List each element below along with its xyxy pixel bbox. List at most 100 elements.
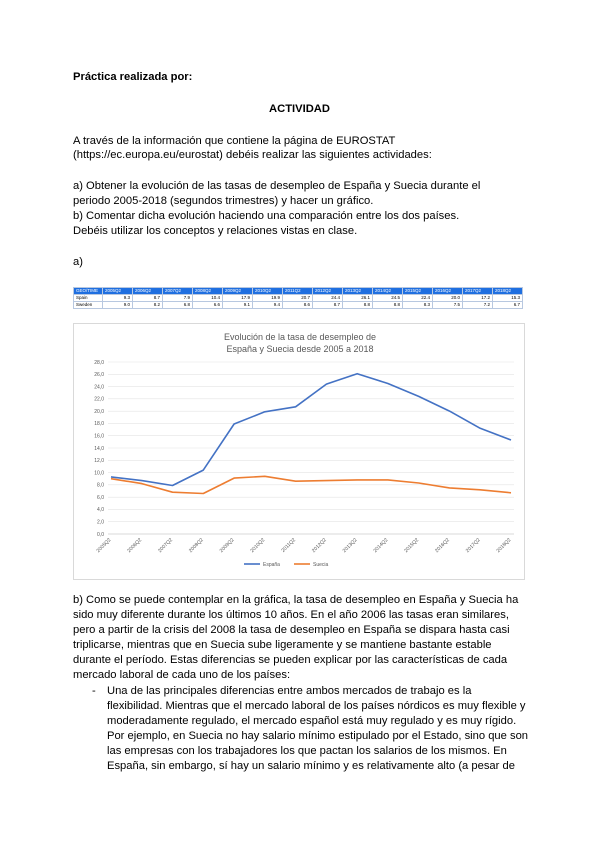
x-tick-label: 2016Q2 [434,537,451,554]
table-cell: 24.5 [372,294,403,302]
table-cell: 7.9 [162,294,193,302]
y-tick-label: 22,0 [94,397,104,403]
bullet-line: España, sin embargo, sí hay un salario m… [107,760,515,772]
table-header-cell: 2016Q2 [432,287,463,295]
intro-line: b) Comentar dicha evolución haciendo una… [73,210,460,222]
y-tick-label: 14,0 [94,446,104,452]
y-tick-label: 8,0 [97,483,104,489]
table-cell: 8.7 [312,301,343,309]
bullet-marker: - [92,685,96,697]
table-cell: 9.1 [222,301,253,309]
table-cell: 6.7 [492,301,523,309]
table-header-cell: 2005Q2 [102,287,133,295]
table-cell: 10.4 [192,294,223,302]
y-tick-label: 18,0 [94,421,104,427]
table-cell: 17.2 [462,294,493,302]
intro-line: a) Obtener la evolución de las tasas de … [73,180,481,192]
table-header-cell: 2018Q2 [492,287,523,295]
table-header-cell: 2010Q2 [252,287,283,295]
table-cell: 9.4 [252,301,283,309]
y-tick-label: 26,0 [94,372,104,378]
table-cell: 26.1 [342,294,373,302]
body-line: pero a partir de la crisis del 2008 la t… [73,624,510,636]
table-cell: 19.9 [252,294,283,302]
x-tick-label: 2007Q2 [157,537,174,554]
table-header-cell: 2014Q2 [372,287,403,295]
table-row: Spain 9.3 8.7 7.9 10.4 17.9 19.9 20.7 24… [73,294,523,302]
y-tick-label: 6,0 [97,495,104,501]
body-line: triplicarse, mientras que en Suecia sube… [73,639,492,651]
table-cell: Spain [73,294,103,302]
section-a-label: a) [73,256,83,268]
table-cell: Sweden [73,301,103,309]
body-line: sido muy diferente durante los últimos 1… [73,609,509,621]
x-tick-label: 2013Q2 [342,537,359,554]
series-line-suecia [110,475,512,495]
table-cell: 8.8 [372,301,403,309]
x-tick-label: 2017Q2 [465,537,482,554]
intro-line: (https://ec.europa.eu/eurostat) debéis r… [73,149,432,161]
page-title: ACTIVIDAD [269,103,330,115]
chart-container: Evolución de la tasa de desempleo de Esp… [73,323,525,580]
table-header-cell: 2017Q2 [462,287,493,295]
x-tick-label: 2005Q2 [96,537,113,554]
table-cell: 24.4 [312,294,343,302]
table-cell: 7.2 [462,301,493,309]
table-cell: 15.3 [492,294,523,302]
table-cell: 20.7 [282,294,313,302]
table-cell: 8.8 [342,301,373,309]
table-cell: 6.6 [192,301,223,309]
table-row: Sweden 9.0 8.2 6.8 6.6 9.1 9.4 8.6 8.7 8… [73,301,523,309]
table-header-cell: 2006Q2 [132,287,163,295]
table-header-cell: 2009Q2 [222,287,253,295]
table-cell: 8.3 [402,301,433,309]
x-tick-label: 2011Q2 [280,537,297,554]
series-line-españa [110,372,512,487]
intro-line: Debéis utilizar los conceptos y relacion… [73,225,358,237]
table-header-cell: 2012Q2 [312,287,343,295]
y-tick-label: 12,0 [94,458,104,464]
author-label: Práctica realizada por: [73,71,193,83]
x-tick-label: 2012Q2 [311,537,328,554]
line-chart: 0,0 2,0 4,0 6,0 8,0 10,0 12,0 14,0 16,0 18,0 20,0 2… [94,360,514,568]
table-header-cell: GEO/TIME [73,287,103,295]
table-header-cell: 2007Q2 [162,287,193,295]
x-tick-label: 2014Q2 [373,537,390,554]
table-header-cell: 2011Q2 [282,287,313,295]
table-cell: 20.0 [432,294,463,302]
table-cell: 9.0 [102,301,133,309]
table-header-cell: 2015Q2 [402,287,433,295]
x-tick-label: 2009Q2 [219,537,236,554]
chart-title-line: España y Suecia desde 2005 a 2018 [226,344,374,354]
table-cell: 9.3 [102,294,133,302]
body-line: b) Como se puede contemplar en la gráfic… [73,594,519,606]
y-tick-label: 4,0 [97,507,104,513]
table-header-cell: 2008Q2 [192,287,223,295]
intro-line: A través de la información que contiene … [73,135,396,147]
bullet-line: flexibilidad. Mientras que el mercado la… [107,700,526,712]
table-cell: 8.7 [132,294,163,302]
table-header-cell: 2013Q2 [342,287,373,295]
table-header-row: GEO/TIME 2005Q2 2006Q2 2007Q2 2008Q2 200… [73,287,523,295]
x-tick-label: 2010Q2 [249,537,266,554]
y-tick-label: 2,0 [97,520,104,526]
y-tick-label: 28,0 [94,360,104,366]
intro-line: periodo 2005-2018 (segundos trimestres) … [73,195,374,207]
chart-title-line: Evolución de la tasa de desempleo de [223,332,377,342]
x-tick-label: 2008Q2 [188,537,205,554]
legend-label: Suecia [313,562,329,568]
y-tick-label: 0,0 [97,532,104,538]
table-cell: 8.6 [282,301,313,309]
bullet-line: las empresas con los trabajadores los qu… [107,745,507,757]
y-tick-label: 20,0 [94,409,104,415]
table-cell: 8.2 [132,301,163,309]
bullet-line: moderadamente regulado, el mercado españ… [107,715,517,727]
table-cell: 6.8 [162,301,193,309]
table-cell: 7.5 [432,301,463,309]
bullet-line: Una de las principales diferencias entre… [107,685,472,697]
x-tick-label: 2015Q2 [403,537,420,554]
y-tick-label: 10,0 [94,470,104,476]
body-line: durante el período. Estas diferencias se… [73,654,508,666]
body-line: mercado laboral de cada uno de los paíse… [73,669,291,681]
table-cell: 22.4 [402,294,433,302]
